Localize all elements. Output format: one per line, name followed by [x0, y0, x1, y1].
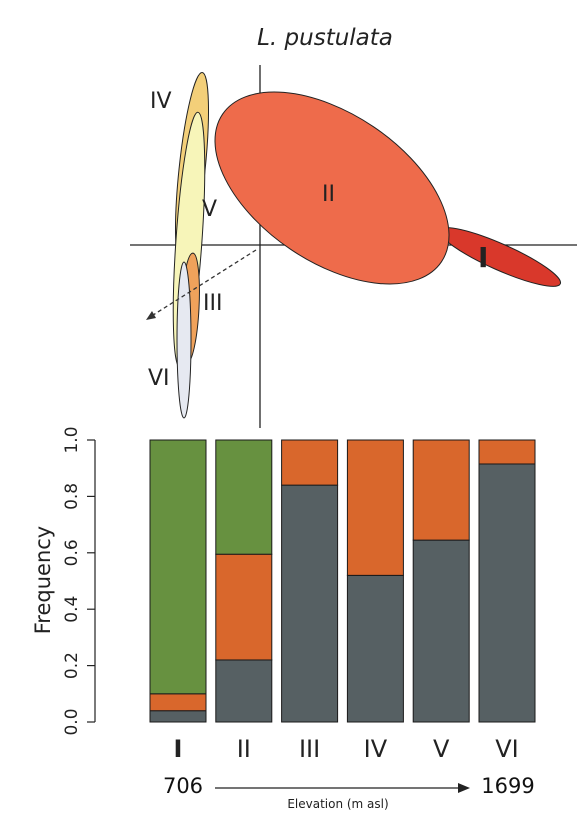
y-axis-label: Frequency: [31, 526, 55, 635]
elevation-low-label: 706: [163, 774, 203, 798]
elevation-arrowhead-icon: [458, 783, 470, 793]
y-tick-label: 0.6: [62, 539, 82, 566]
y-axis-ticks: 0.0 0.2 0.4 0.6 0.8 1.0: [62, 426, 95, 736]
ordination-label-I: I: [478, 241, 488, 274]
bar-segment-VI-1: [478, 439, 536, 465]
vector-arrowhead-icon: [146, 311, 156, 320]
x-category-IV: IV: [364, 735, 388, 763]
bar-segment-II-1: [215, 553, 273, 661]
bar-segment-V-0: [412, 539, 470, 723]
x-category-V: V: [433, 735, 450, 763]
ordination-label-III: III: [203, 291, 222, 316]
elevation-high-label: 1699: [481, 774, 534, 798]
bar-segment-IV-0: [346, 574, 404, 723]
ordination-label-II: II: [322, 182, 335, 207]
bar-segment-I-2: [149, 439, 207, 695]
bar-segment-II-0: [215, 659, 273, 723]
bar-stacks: [149, 439, 536, 723]
y-tick-label: 1.0: [62, 426, 82, 453]
ordination-label-IV: IV: [150, 89, 172, 114]
bar-segment-V-1: [412, 439, 470, 541]
ellipse-group-VI: [176, 261, 192, 419]
y-tick-label: 0.4: [62, 596, 82, 623]
bar-segment-VI-0: [478, 463, 536, 723]
ellipse-group-I: [438, 227, 562, 287]
frequency-chart: Frequency 0.00.20.40.60.81.0 I II III IV V VI: [31, 426, 536, 763]
ordination-label-VI: VI: [148, 366, 170, 391]
bar-segment-III-1: [281, 439, 339, 486]
ordination-panel: IV II V I III VI: [130, 65, 577, 428]
x-category-VI: VI: [495, 735, 519, 763]
ellipse-group-II: [214, 91, 450, 285]
y-tick-label: 0.2: [62, 652, 82, 679]
bar-segment-II-2: [215, 439, 273, 555]
ordination-label-V: V: [202, 197, 217, 222]
bar-segment-III-0: [281, 484, 339, 723]
x-axis-categories: I II III IV V VI: [174, 735, 519, 763]
bar-segment-I-0: [149, 710, 207, 723]
x-category-II: II: [237, 735, 251, 763]
elevation-gradient: 706 1699 Elevation (m asl): [163, 774, 535, 811]
elevation-axis-label: Elevation (m asl): [287, 797, 388, 811]
bar-segment-IV-1: [346, 439, 404, 576]
bar-segment-I-1: [149, 693, 207, 712]
x-category-I: I: [174, 735, 183, 763]
x-category-III: III: [299, 735, 320, 763]
y-tick-label: 0.0: [62, 708, 82, 735]
figure-title: L. pustulata: [257, 25, 393, 51]
y-tick-label: 0.8: [62, 483, 82, 510]
